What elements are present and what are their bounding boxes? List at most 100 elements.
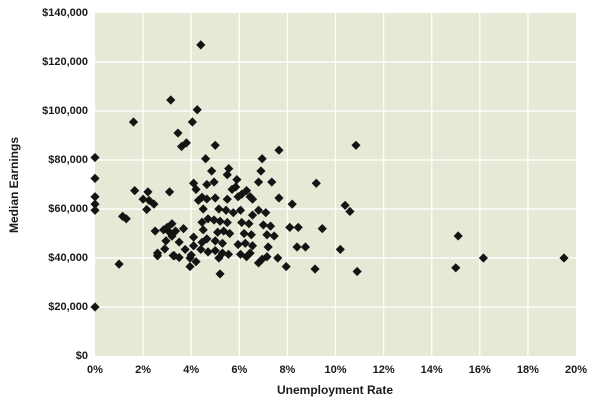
data-point xyxy=(237,189,247,199)
y-axis-tick-label: $120,000 xyxy=(42,56,88,68)
data-point xyxy=(178,224,189,234)
data-point xyxy=(174,252,184,263)
data-point xyxy=(247,241,258,251)
data-point xyxy=(202,179,212,190)
data-point xyxy=(198,225,208,235)
data-point xyxy=(258,220,268,230)
x-axis-tick-label: 6% xyxy=(231,364,248,376)
data-point xyxy=(222,217,232,228)
x-axis-tick-label: 4% xyxy=(183,364,200,376)
data-point xyxy=(173,128,183,138)
data-point xyxy=(451,263,461,273)
y-axis-title: Median Earnings xyxy=(7,136,21,234)
data-point xyxy=(186,250,196,260)
data-point xyxy=(240,238,250,248)
data-point xyxy=(232,175,242,185)
y-axis-tick-label: $20,000 xyxy=(48,301,88,313)
data-point xyxy=(187,117,198,127)
data-point xyxy=(192,105,202,115)
data-point xyxy=(215,269,225,279)
data-point xyxy=(246,230,256,240)
data-point xyxy=(114,259,124,269)
data-point xyxy=(228,208,238,218)
data-point xyxy=(267,177,277,187)
data-point xyxy=(285,222,295,232)
data-point xyxy=(274,145,284,155)
data-point xyxy=(340,200,350,210)
data-point xyxy=(210,236,220,246)
y-axis-tick-label: $0 xyxy=(75,350,88,362)
data-point xyxy=(150,226,160,236)
data-point xyxy=(197,217,207,227)
data-point xyxy=(197,237,207,247)
data-point xyxy=(335,244,345,255)
y-axis-tick-label: $100,000 xyxy=(42,105,88,117)
data-point xyxy=(198,204,208,214)
x-axis-tick-label: 12% xyxy=(372,364,395,376)
data-point xyxy=(203,214,213,224)
data-point xyxy=(310,264,320,274)
data-point xyxy=(261,208,271,218)
data-point xyxy=(237,217,247,228)
data-point xyxy=(174,237,184,247)
x-axis-tick-label: 2% xyxy=(135,364,152,376)
data-point xyxy=(191,184,201,194)
data-point xyxy=(244,219,254,229)
data-point xyxy=(256,166,266,176)
data-point xyxy=(235,205,246,215)
data-point xyxy=(257,254,267,264)
y-axis-tick-label: $140,000 xyxy=(42,7,88,19)
y-axis-tick-label: $60,000 xyxy=(48,203,88,215)
data-point xyxy=(225,228,235,239)
data-point xyxy=(221,205,231,215)
data-point xyxy=(214,204,224,214)
data-point xyxy=(167,219,177,229)
x-axis-title: Unemployment Rate xyxy=(276,383,394,397)
data-point xyxy=(196,40,206,50)
data-point xyxy=(203,247,213,257)
data-point xyxy=(233,239,243,250)
data-point xyxy=(210,140,220,150)
y-axis-tick-label: $80,000 xyxy=(48,154,88,166)
data-point xyxy=(170,226,181,236)
data-point xyxy=(207,166,217,176)
x-axis-tick-label: 0% xyxy=(87,364,103,376)
data-point xyxy=(209,177,219,187)
data-point xyxy=(281,261,291,272)
data-point xyxy=(478,253,489,263)
data-point xyxy=(121,214,131,224)
data-point xyxy=(351,140,361,150)
data-point xyxy=(273,253,283,263)
data-point xyxy=(222,194,232,204)
data-point xyxy=(215,216,225,226)
data-point xyxy=(269,231,279,241)
data-point xyxy=(287,199,297,209)
y-axis-tick-label: $40,000 xyxy=(48,252,88,264)
data-point xyxy=(90,302,100,312)
data-point xyxy=(189,241,199,251)
x-axis-tick-label: 8% xyxy=(279,364,296,376)
data-point xyxy=(201,154,211,164)
data-point xyxy=(152,251,163,261)
data-point xyxy=(142,204,152,215)
data-point xyxy=(185,261,195,272)
x-axis-tick-label: 14% xyxy=(420,364,443,376)
data-point xyxy=(164,187,175,197)
data-point xyxy=(300,242,311,252)
data-point xyxy=(345,206,355,217)
x-axis-tick-label: 10% xyxy=(324,364,347,376)
data-point xyxy=(311,178,321,188)
data-point xyxy=(138,194,148,204)
data-point xyxy=(253,177,264,187)
data-point xyxy=(263,242,273,252)
data-point xyxy=(191,257,201,267)
data-point xyxy=(143,187,153,197)
data-point xyxy=(274,193,284,203)
data-point xyxy=(130,186,140,196)
data-point xyxy=(196,244,206,255)
data-point xyxy=(224,163,234,174)
data-point xyxy=(160,244,170,254)
data-point xyxy=(213,227,223,237)
data-point xyxy=(253,258,264,268)
